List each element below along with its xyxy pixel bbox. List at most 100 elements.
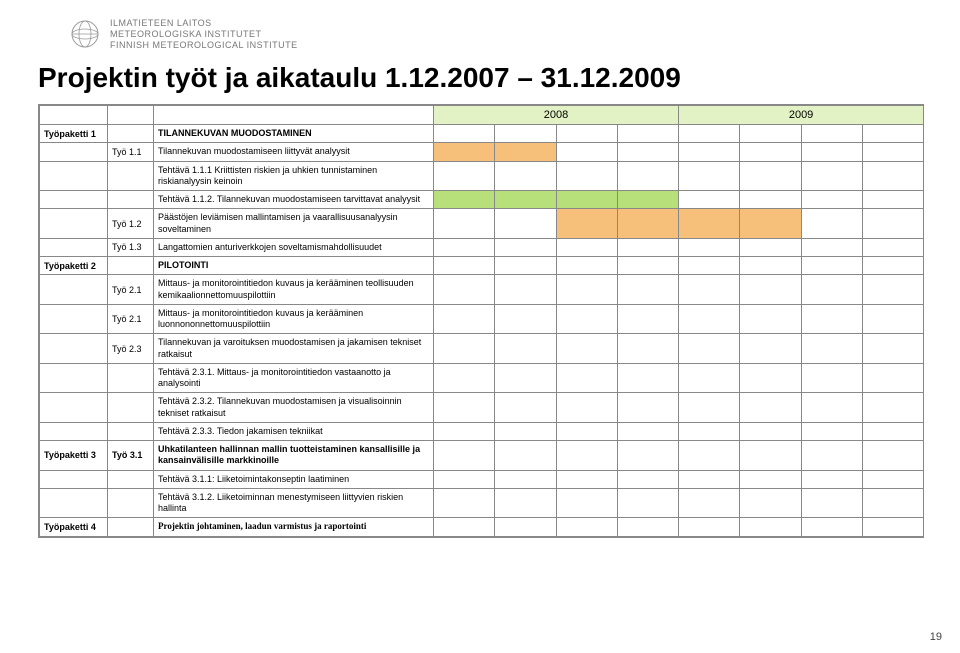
table-row: Työpaketti 2PILOTOINTI <box>40 257 924 275</box>
table-row: Tehtävä 1.1.2. Tilannekuvan muodostamise… <box>40 191 924 209</box>
gantt-cell <box>679 470 740 488</box>
gantt-cell <box>740 191 801 209</box>
gantt-cell <box>801 191 862 209</box>
wp-cell <box>40 238 108 256</box>
table-row: Työ 1.1Tilannekuvan muodostamiseen liitt… <box>40 143 924 161</box>
sub-cell: Työ 1.2 <box>108 209 154 239</box>
desc-cell: Tilannekuvan ja varoituksen muodostamise… <box>154 334 434 364</box>
gantt-cell <box>801 518 862 536</box>
sub-cell <box>108 518 154 536</box>
gantt-cell <box>495 334 556 364</box>
gantt-cell <box>556 143 617 161</box>
gantt-cell <box>617 363 678 393</box>
wp-cell <box>40 161 108 191</box>
wp-cell <box>40 304 108 334</box>
table-row: Tehtävä 2.3.3. Tiedon jakamisen tekniika… <box>40 422 924 440</box>
sub-cell <box>108 422 154 440</box>
gantt-cell <box>740 161 801 191</box>
sub-cell: Työ 1.3 <box>108 238 154 256</box>
gantt-cell <box>801 161 862 191</box>
wp-cell <box>40 393 108 423</box>
gantt-cell <box>740 143 801 161</box>
gantt-cell <box>862 363 923 393</box>
gantt-cell <box>495 257 556 275</box>
gantt-cell <box>679 393 740 423</box>
gantt-cell <box>801 257 862 275</box>
gantt-cell <box>556 422 617 440</box>
gantt-cell <box>801 393 862 423</box>
gantt-cell <box>495 191 556 209</box>
gantt-cell <box>862 238 923 256</box>
gantt-cell <box>801 422 862 440</box>
gantt-table: 20082009Työpaketti 1TILANNEKUVAN MUODOST… <box>38 104 924 538</box>
table-row: Työpaketti 1TILANNEKUVAN MUODOSTAMINEN <box>40 125 924 143</box>
gantt-cell <box>495 125 556 143</box>
gantt-cell <box>801 125 862 143</box>
page-number: 19 <box>930 631 942 643</box>
gantt-cell <box>434 334 495 364</box>
gantt-cell <box>434 422 495 440</box>
gantt-cell <box>801 470 862 488</box>
gantt-cell <box>434 143 495 161</box>
gantt-cell <box>679 143 740 161</box>
sub-cell <box>108 257 154 275</box>
page-title: Projektin työt ja aikataulu 1.12.2007 – … <box>38 62 681 94</box>
gantt-cell <box>679 191 740 209</box>
gantt-cell <box>617 275 678 305</box>
gantt-cell <box>495 441 556 471</box>
sub-cell <box>108 125 154 143</box>
gantt-cell <box>679 363 740 393</box>
table-row: Työ 2.3Tilannekuvan ja varoituksen muodo… <box>40 334 924 364</box>
gantt-cell <box>556 238 617 256</box>
gantt-cell <box>617 470 678 488</box>
gantt-cell <box>740 518 801 536</box>
gantt-cell <box>434 518 495 536</box>
sub-cell <box>108 470 154 488</box>
gantt-cell <box>434 304 495 334</box>
gantt-cell <box>862 143 923 161</box>
gantt-cell <box>679 125 740 143</box>
gantt-cell <box>495 518 556 536</box>
sub-cell <box>108 488 154 518</box>
gantt-cell <box>740 275 801 305</box>
wp-cell <box>40 363 108 393</box>
wp-cell <box>40 143 108 161</box>
table-row: Tehtävä 3.1.1: Liiketoimintakonseptin la… <box>40 470 924 488</box>
desc-cell: Projektin johtaminen, laadun varmistus j… <box>154 518 434 536</box>
gantt-cell <box>556 275 617 305</box>
gantt-cell <box>801 209 862 239</box>
gantt-cell <box>434 363 495 393</box>
gantt-cell <box>862 488 923 518</box>
gantt-cell <box>434 209 495 239</box>
desc-cell: Uhkatilanteen hallinnan mallin tuotteist… <box>154 441 434 471</box>
wp-cell <box>40 488 108 518</box>
institute-name: ILMATIETEEN LAITOS METEOROLOGISKA INSTIT… <box>110 18 298 50</box>
gantt-cell <box>495 363 556 393</box>
gantt-cell <box>740 488 801 518</box>
sub-cell <box>108 191 154 209</box>
desc-cell: Tehtävä 1.1.1 Kriittisten riskien ja uhk… <box>154 161 434 191</box>
gantt-cell <box>434 488 495 518</box>
gantt-cell <box>679 304 740 334</box>
gantt-cell <box>556 161 617 191</box>
gantt-cell <box>434 125 495 143</box>
gantt-cell <box>862 393 923 423</box>
gantt-cell <box>617 161 678 191</box>
gantt-cell <box>556 441 617 471</box>
gantt-cell <box>740 393 801 423</box>
desc-cell: Tehtävä 3.1.1: Liiketoimintakonseptin la… <box>154 470 434 488</box>
wp-cell <box>40 209 108 239</box>
gantt-cell <box>801 304 862 334</box>
gantt-cell <box>617 209 678 239</box>
gantt-cell <box>862 422 923 440</box>
table-row: Tehtävä 2.3.1. Mittaus- ja monitorointit… <box>40 363 924 393</box>
gantt-cell <box>862 191 923 209</box>
gantt-cell <box>556 363 617 393</box>
gantt-cell <box>801 363 862 393</box>
gantt-cell <box>801 275 862 305</box>
year-header: 2009 <box>679 106 924 125</box>
gantt-cell <box>434 191 495 209</box>
gantt-cell <box>495 304 556 334</box>
gantt-cell <box>740 422 801 440</box>
gantt-cell <box>740 470 801 488</box>
